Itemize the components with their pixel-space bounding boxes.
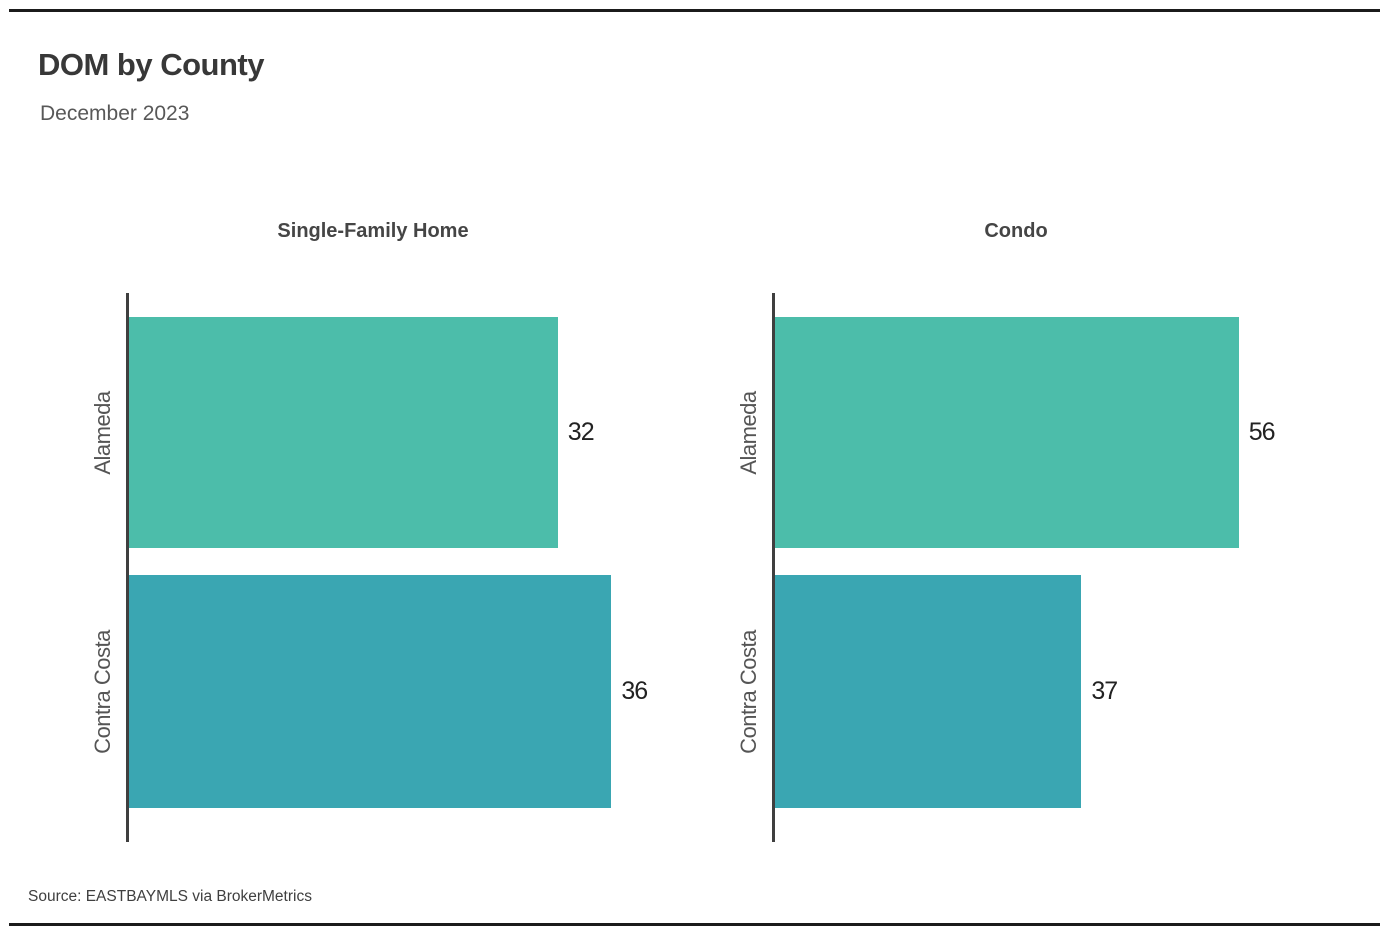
category-label-alameda: Alameda — [90, 390, 115, 475]
y-axis-line — [126, 293, 129, 842]
value-label-sfh-alameda: 32 — [567, 418, 595, 446]
value-label-condo-alameda: 56 — [1248, 418, 1276, 446]
chart-subtitle: December 2023 — [40, 102, 190, 125]
value-label-condo-contra-costa: 37 — [1091, 677, 1118, 705]
bar-condo-contra-costa — [775, 575, 1082, 808]
value-label-sfh-contra-costa: 36 — [621, 677, 648, 705]
bottom-rule — [9, 923, 1380, 926]
bar-row-sfh-contra-costa: Contra Costa 36 — [90, 575, 665, 808]
category-label-contra-costa: Contra Costa — [736, 629, 761, 754]
bar-row-condo-contra-costa: Contra Costa 37 — [736, 575, 1305, 808]
y-axis-line — [772, 293, 775, 842]
category-label-alameda: Alameda — [736, 390, 761, 475]
chart-title: DOM by County — [38, 47, 265, 82]
category-label-contra-costa: Contra Costa — [90, 629, 115, 754]
condo-plot: Alameda 56 Contra Costa 37 — [736, 293, 1305, 842]
single-family-home-plot: Alameda 32 Contra Costa 36 — [90, 293, 665, 842]
bar-condo-alameda — [775, 317, 1239, 548]
top-rule — [9, 9, 1380, 12]
bar-row-sfh-alameda: Alameda 32 — [90, 317, 665, 548]
bar-row-condo-alameda: Alameda 56 — [736, 317, 1305, 548]
panel-title-single-family-home: Single-Family Home — [277, 220, 469, 242]
source-note: Source: EASTBAYMLS via BrokerMetrics — [28, 888, 312, 905]
bar-sfh-contra-costa — [129, 575, 612, 808]
bar-sfh-alameda — [129, 317, 558, 548]
panel-title-condo: Condo — [984, 220, 1048, 242]
